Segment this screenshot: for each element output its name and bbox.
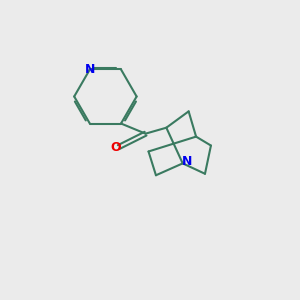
Text: N: N bbox=[182, 155, 192, 168]
Text: O: O bbox=[110, 140, 121, 154]
Text: N: N bbox=[85, 63, 95, 76]
